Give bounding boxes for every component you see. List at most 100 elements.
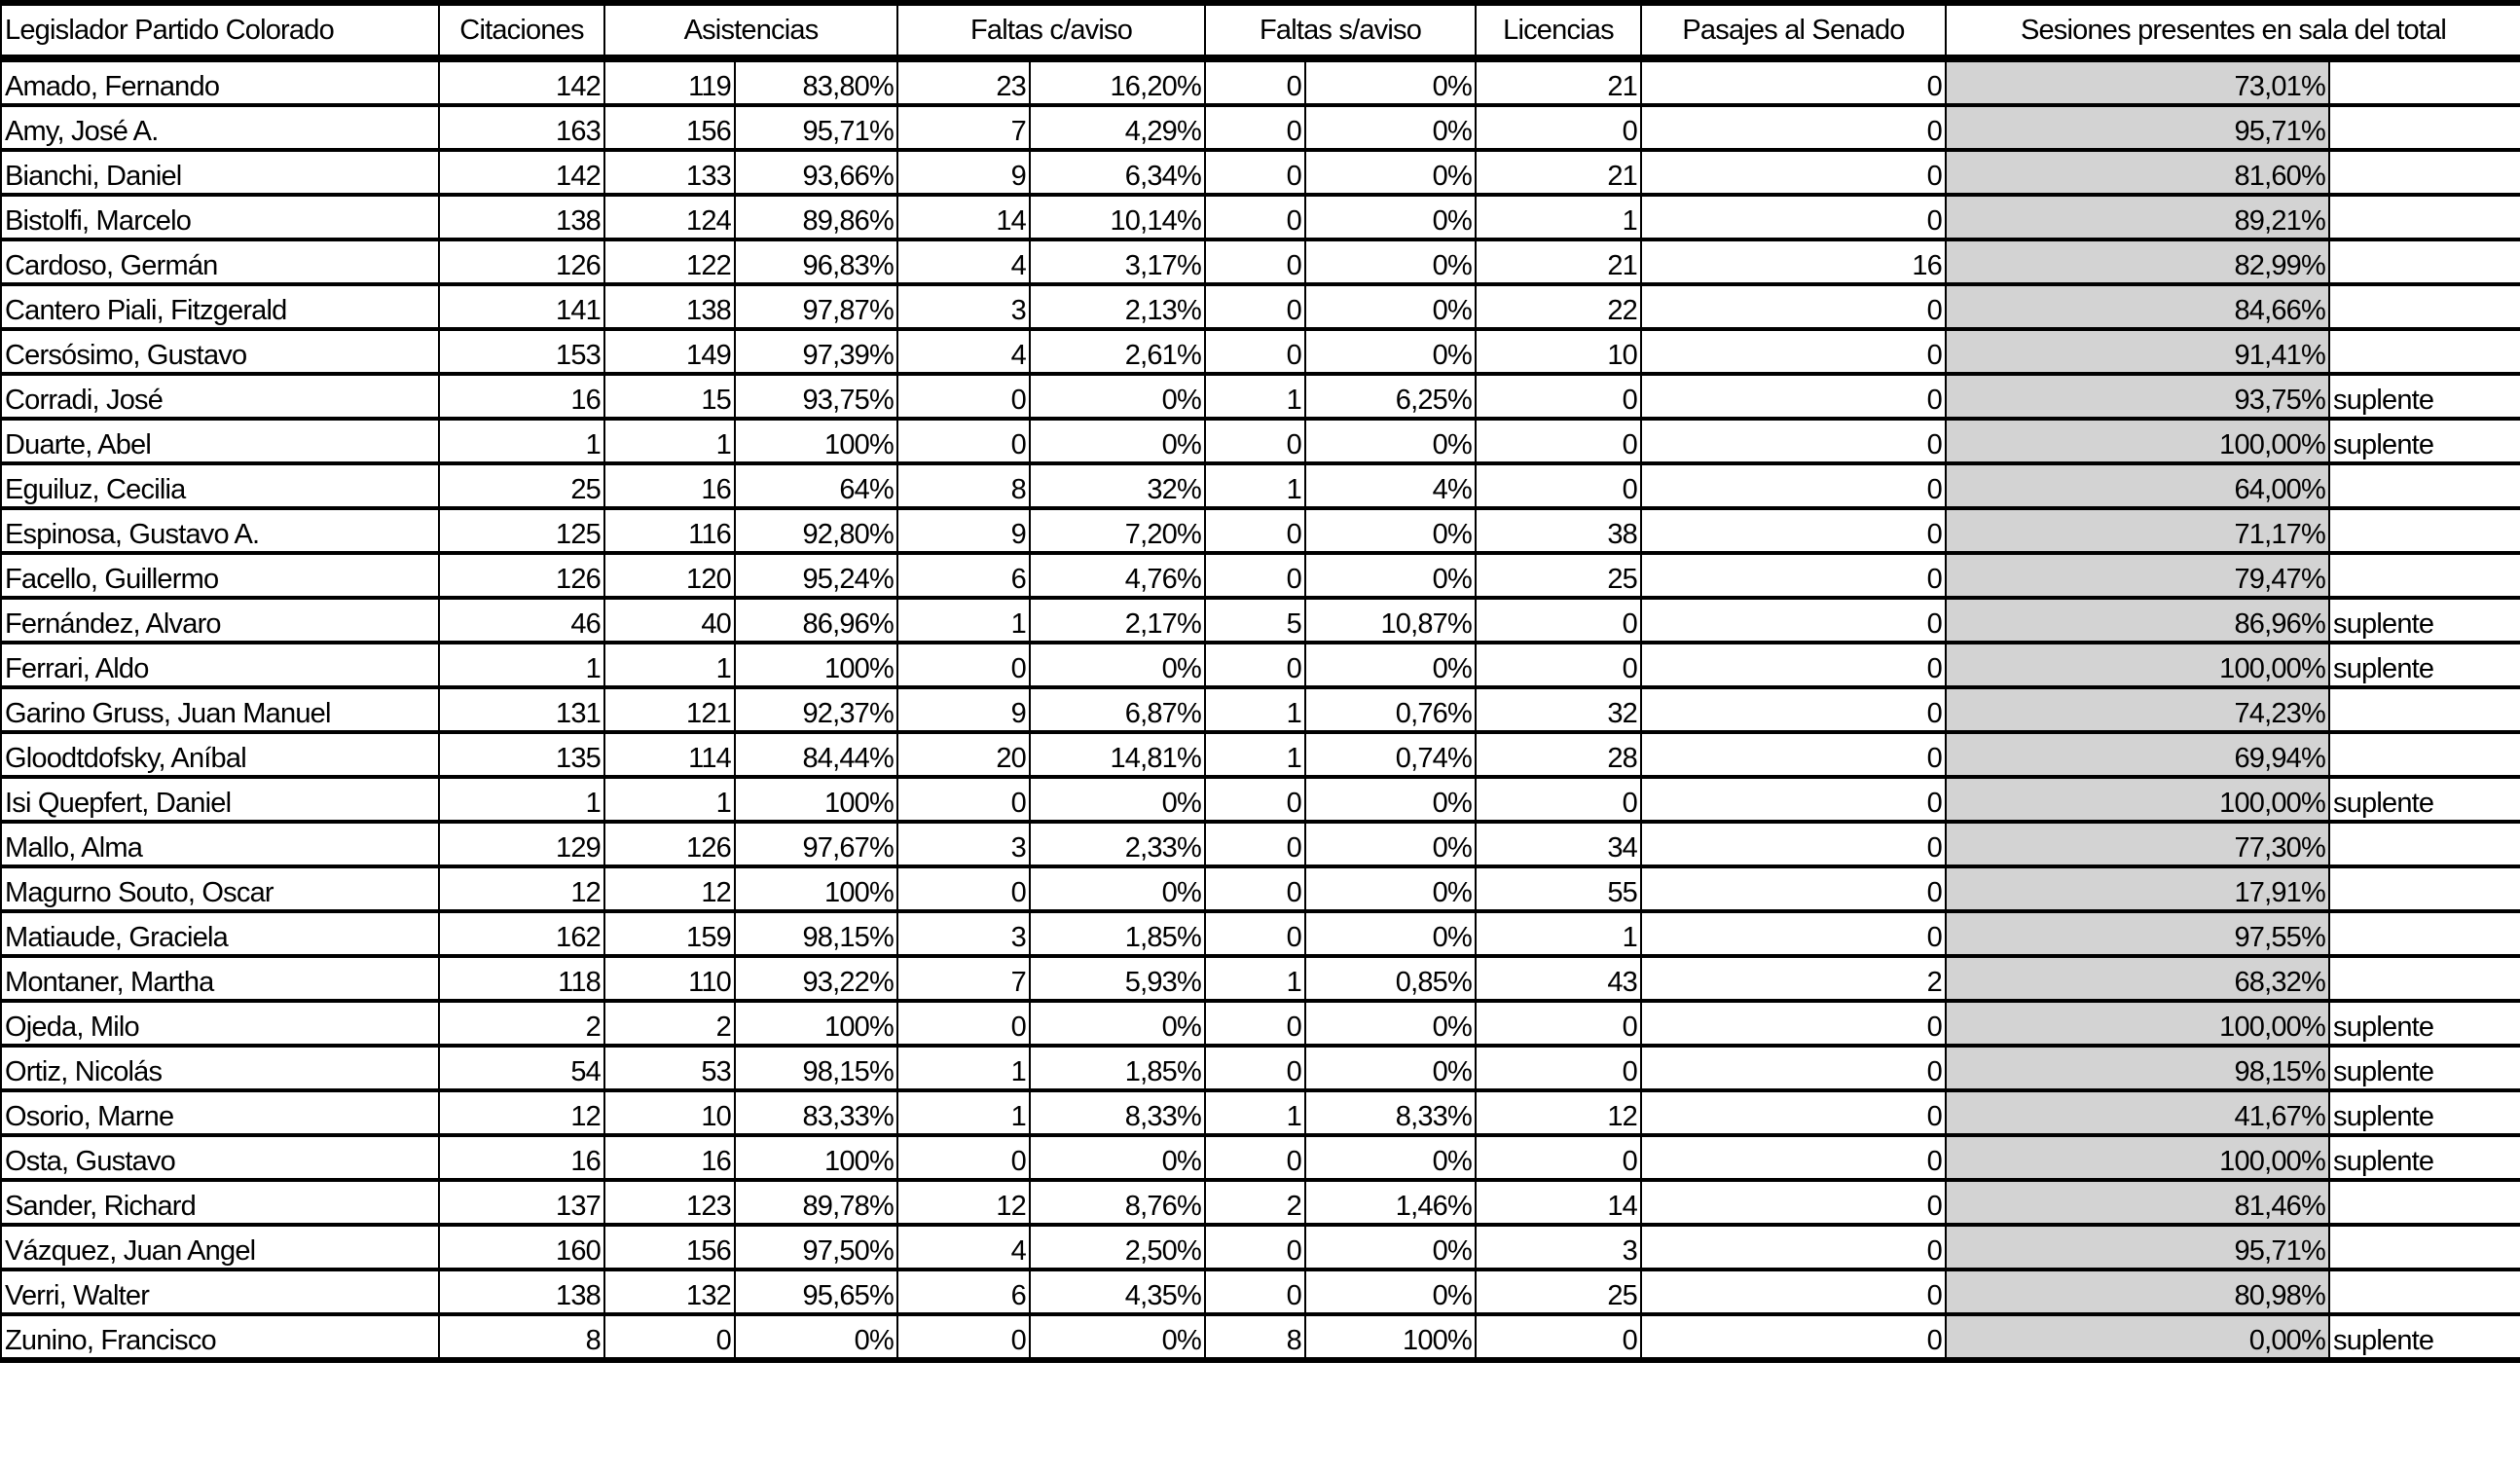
cell-citaciones: 1 — [438, 417, 605, 465]
cell-faltas-con-aviso: 6 — [896, 1268, 1031, 1316]
cell-faltas-con-aviso-pct: 0% — [1029, 641, 1206, 689]
cell-faltas-sin-aviso-pct: 100% — [1304, 1312, 1477, 1363]
cell-faltas-con-aviso: 4 — [896, 327, 1031, 376]
cell-legislador: Vázquez, Juan Angel — [0, 1223, 440, 1271]
cell-licencias: 0 — [1475, 103, 1642, 152]
cell-nota: suplente — [2328, 999, 2520, 1048]
cell-pasajes-senado: 0 — [1640, 775, 1947, 824]
cell-asistencias: 53 — [603, 1044, 736, 1092]
cell-faltas-sin-aviso-pct: 10,87% — [1304, 596, 1477, 644]
cell-faltas-con-aviso-pct: 3,17% — [1029, 238, 1206, 286]
cell-citaciones: 160 — [438, 1223, 605, 1271]
cell-licencias: 0 — [1475, 775, 1642, 824]
cell-pasajes-senado: 0 — [1640, 820, 1947, 868]
cell-asistencias-pct: 86,96% — [734, 596, 898, 644]
cell-pasajes-senado: 0 — [1640, 56, 1947, 107]
cell-faltas-sin-aviso: 0 — [1204, 641, 1306, 689]
table-row: Corradi, José 16 15 93,75% 0 0% 1 6,25% 0 0 93,75%… — [0, 372, 2520, 421]
cell-licencias: 0 — [1475, 461, 1642, 510]
cell-sesiones-presentes-pct: 41,67% — [1945, 1088, 2330, 1137]
cell-citaciones: 16 — [438, 1133, 605, 1182]
cell-asistencias-pct: 98,15% — [734, 909, 898, 958]
table-row: Cantero Piali, Fitzgerald 141 138 97,87% 3 2,… — [0, 282, 2520, 331]
cell-asistencias-pct: 0% — [734, 1312, 898, 1363]
cell-asistencias-pct: 100% — [734, 1133, 898, 1182]
table-row: Isi Quepfert, Daniel 1 1 100% 0 0% 0 0% 0 0 100,00… — [0, 775, 2520, 824]
cell-faltas-sin-aviso-pct: 0% — [1304, 909, 1477, 958]
cell-licencias: 32 — [1475, 685, 1642, 734]
cell-licencias: 43 — [1475, 954, 1642, 1003]
cell-asistencias: 16 — [603, 1133, 736, 1182]
cell-citaciones: 137 — [438, 1178, 605, 1227]
cell-faltas-sin-aviso: 0 — [1204, 1044, 1306, 1092]
cell-asistencias-pct: 89,86% — [734, 193, 898, 241]
cell-legislador: Osta, Gustavo — [0, 1133, 440, 1182]
cell-licencias: 0 — [1475, 641, 1642, 689]
cell-faltas-con-aviso-pct: 4,76% — [1029, 551, 1206, 600]
cell-citaciones: 131 — [438, 685, 605, 734]
cell-legislador: Cersósimo, Gustavo — [0, 327, 440, 376]
cell-faltas-con-aviso-pct: 8,76% — [1029, 1178, 1206, 1227]
table-row: Bianchi, Daniel 142 133 93,66% 9 6,34% 0 0% 21 0 8… — [0, 148, 2520, 197]
cell-nota — [2328, 1268, 2520, 1316]
cell-legislador: Duarte, Abel — [0, 417, 440, 465]
cell-faltas-sin-aviso-pct: 6,25% — [1304, 372, 1477, 421]
cell-citaciones: 138 — [438, 193, 605, 241]
cell-asistencias-pct: 100% — [734, 865, 898, 913]
cell-pasajes-senado: 0 — [1640, 417, 1947, 465]
cell-citaciones: 54 — [438, 1044, 605, 1092]
cell-asistencias: 1 — [603, 417, 736, 465]
cell-faltas-sin-aviso: 0 — [1204, 417, 1306, 465]
table-row: Cardoso, Germán 126 122 96,83% 4 3,17% 0 0% 21 16… — [0, 238, 2520, 286]
cell-faltas-sin-aviso-pct: 0% — [1304, 282, 1477, 331]
cell-sesiones-presentes-pct: 73,01% — [1945, 56, 2330, 107]
cell-legislador: Montaner, Martha — [0, 954, 440, 1003]
cell-legislador: Amy, José A. — [0, 103, 440, 152]
cell-sesiones-presentes-pct: 74,23% — [1945, 685, 2330, 734]
cell-asistencias: 122 — [603, 238, 736, 286]
table-row: Ojeda, Milo 2 2 100% 0 0% 0 0% 0 0 100,00% suplente — [0, 999, 2520, 1048]
cell-faltas-sin-aviso: 0 — [1204, 148, 1306, 197]
cell-legislador: Cantero Piali, Fitzgerald — [0, 282, 440, 331]
cell-faltas-sin-aviso: 0 — [1204, 909, 1306, 958]
cell-legislador: Isi Quepfert, Daniel — [0, 775, 440, 824]
cell-asistencias: 1 — [603, 775, 736, 824]
cell-licencias: 0 — [1475, 1312, 1642, 1363]
cell-nota — [2328, 1223, 2520, 1271]
attendance-table: Legislador Partido Colorado Citaciones A… — [0, 0, 2520, 1363]
cell-citaciones: 126 — [438, 551, 605, 600]
table-row: Gloodtdofsky, Aníbal 135 114 84,44% 20 14,81%… — [0, 730, 2520, 779]
cell-faltas-con-aviso-pct: 0% — [1029, 865, 1206, 913]
cell-faltas-sin-aviso-pct: 0,74% — [1304, 730, 1477, 779]
table-row: Bistolfi, Marcelo 138 124 89,86% 14 10,14% 0 0%… — [0, 193, 2520, 241]
cell-pasajes-senado: 0 — [1640, 596, 1947, 644]
cell-citaciones: 135 — [438, 730, 605, 779]
cell-asistencias: 124 — [603, 193, 736, 241]
cell-faltas-con-aviso: 7 — [896, 954, 1031, 1003]
cell-asistencias: 138 — [603, 282, 736, 331]
cell-faltas-sin-aviso: 0 — [1204, 193, 1306, 241]
cell-faltas-con-aviso-pct: 1,85% — [1029, 909, 1206, 958]
cell-licencias: 0 — [1475, 1044, 1642, 1092]
cell-asistencias-pct: 100% — [734, 775, 898, 824]
cell-faltas-con-aviso: 9 — [896, 148, 1031, 197]
table-row: Fernández, Alvaro 46 40 86,96% 1 2,17% 5 10,87%… — [0, 596, 2520, 644]
cell-asistencias: 149 — [603, 327, 736, 376]
cell-citaciones: 138 — [438, 1268, 605, 1316]
cell-asistencias: 132 — [603, 1268, 736, 1316]
cell-faltas-sin-aviso: 0 — [1204, 1133, 1306, 1182]
cell-faltas-con-aviso: 0 — [896, 1312, 1031, 1363]
cell-sesiones-presentes-pct: 82,99% — [1945, 238, 2330, 286]
cell-asistencias: 126 — [603, 820, 736, 868]
cell-faltas-con-aviso: 3 — [896, 820, 1031, 868]
cell-faltas-sin-aviso: 1 — [1204, 954, 1306, 1003]
table-row: Sander, Richard 137 123 89,78% 12 8,76% 2 1,46%… — [0, 1178, 2520, 1227]
cell-legislador: Eguiluz, Cecilia — [0, 461, 440, 510]
cell-asistencias-pct: 96,83% — [734, 238, 898, 286]
cell-faltas-sin-aviso: 0 — [1204, 56, 1306, 107]
cell-asistencias-pct: 93,66% — [734, 148, 898, 197]
cell-legislador: Verri, Walter — [0, 1268, 440, 1316]
cell-asistencias-pct: 89,78% — [734, 1178, 898, 1227]
cell-pasajes-senado: 0 — [1640, 506, 1947, 555]
cell-faltas-sin-aviso-pct: 0% — [1304, 1044, 1477, 1092]
